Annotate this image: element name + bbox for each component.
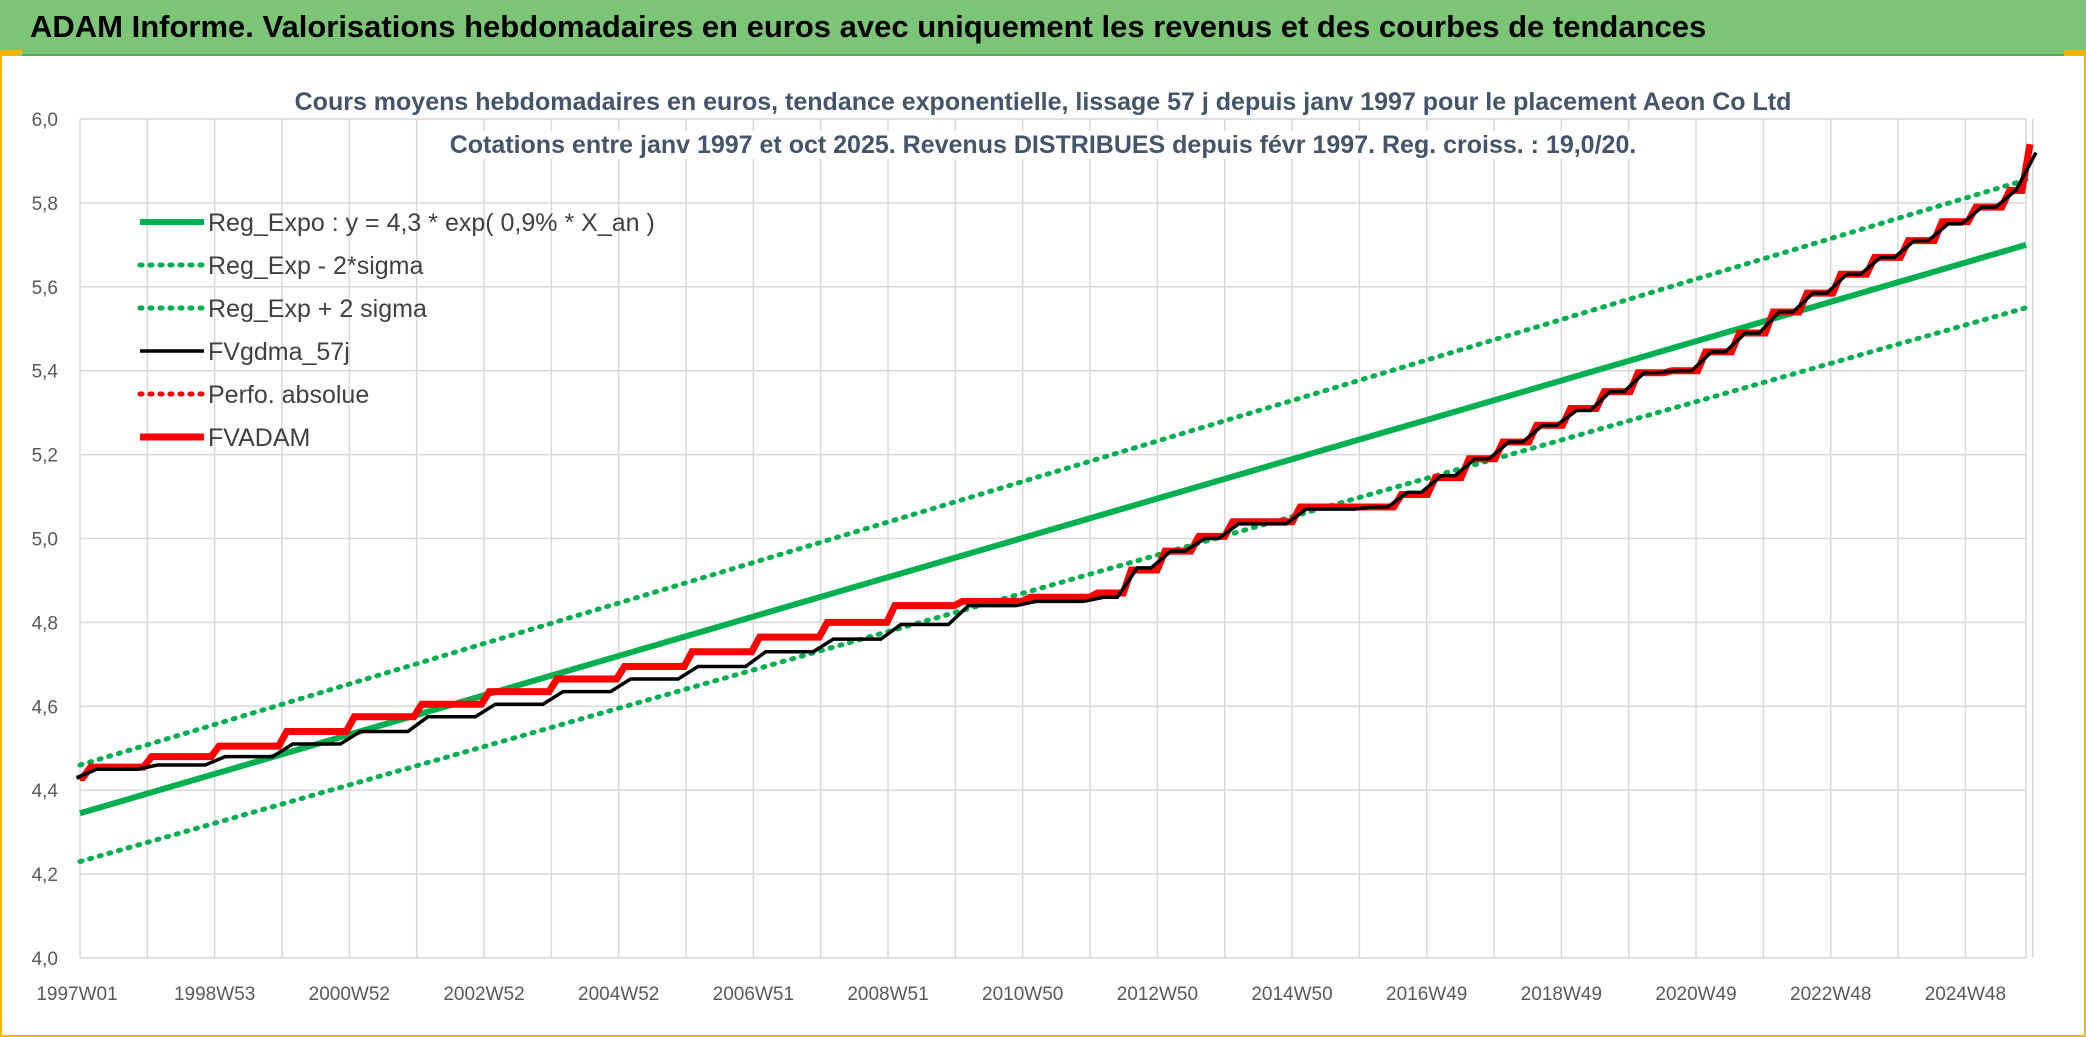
x-axis-ticks: 1997W01 1998W53 2000W52 2002W52 2004W52 2006W…: [36, 984, 2006, 1005]
chart-legend: Reg_Expo : y = 4,3 * exp( 0,9% * X_an ) R…: [137, 209, 655, 452]
y-tick-label: 4,8: [32, 613, 58, 634]
series-line-reg_exp: [77, 305, 2029, 865]
legend-label: Reg_Expo : y = 4,3 * exp( 0,9% * X_an ): [208, 209, 655, 237]
y-tick-label: 4,6: [32, 697, 58, 718]
x-tick-label: 2006W51: [713, 984, 794, 1005]
series-line-fvadam: [79, 143, 2034, 782]
legend-label: FVgdma_57j: [208, 338, 350, 366]
legend-label: Reg_Exp - 2*sigma: [208, 252, 423, 280]
frame-corner-left: [0, 50, 22, 56]
chart-frame: [0, 56, 2086, 1037]
chart-title-line-2: Cotations entre janv 1997 et oct 2025. R…: [0, 131, 2086, 160]
chart-title-line-1: Cours moyens hebdomadaires en euros, ten…: [0, 88, 2086, 117]
x-tick-label: 2020W49: [1655, 984, 1736, 1005]
x-tick-label: 2000W52: [309, 984, 390, 1005]
y-tick-label: 5,8: [32, 194, 58, 215]
y-tick-label: 4,0: [32, 949, 58, 970]
x-tick-label: 2008W51: [847, 984, 928, 1005]
legend-label: FVADAM: [208, 424, 310, 452]
series-line-reg_exp: [77, 177, 2029, 768]
x-tick-label: 2018W49: [1521, 984, 1602, 1005]
x-tick-label: 2022W48: [1790, 984, 1871, 1005]
y-tick-label: 5,2: [32, 446, 58, 467]
x-tick-label: 2014W50: [1251, 984, 1332, 1005]
x-tick-label: 2016W49: [1386, 984, 1467, 1005]
x-tick-label: 1997W01: [36, 984, 117, 1005]
series-lines: [76, 143, 2038, 865]
x-tick-label: 2012W50: [1117, 984, 1198, 1005]
x-tick-label: 2024W48: [1925, 984, 2006, 1005]
grid-lines: [79, 118, 2034, 959]
y-axis-ticks: 4,0 4,2 4,4 4,6 4,8 5,0 5,2 5,4 5,6 5,8 6,0: [32, 110, 59, 970]
y-tick-label: 4,4: [32, 781, 59, 802]
y-tick-label: 6,0: [32, 110, 58, 131]
y-tick-label: 4,2: [32, 865, 58, 886]
x-tick-label: 2004W52: [578, 984, 659, 1005]
y-tick-label: 5,6: [32, 278, 58, 299]
y-tick-label: 5,4: [32, 362, 59, 383]
report-banner: ADAM Informe. Valorisations hebdomadaire…: [0, 0, 2086, 56]
x-tick-label: 2002W52: [443, 984, 524, 1005]
series-line-fvgdma_57j: [76, 151, 2038, 780]
x-tick-label: 1998W53: [174, 984, 255, 1005]
report-title: ADAM Informe. Valorisations hebdomadaire…: [30, 9, 1707, 44]
legend-label: Reg_Exp + 2 sigma: [208, 295, 427, 323]
y-tick-label: 5,0: [32, 530, 58, 551]
legend-label: Perfo. absolue: [208, 381, 369, 409]
chart-title-text-2: Cotations entre janv 1997 et oct 2025. R…: [441, 131, 1645, 159]
frame-corner-right: [2064, 50, 2086, 56]
x-tick-label: 2010W50: [982, 984, 1063, 1005]
chart-title-text-1: Cours moyens hebdomadaires en euros, ten…: [286, 88, 1800, 116]
series-line-reg_expo: [79, 241, 2027, 817]
